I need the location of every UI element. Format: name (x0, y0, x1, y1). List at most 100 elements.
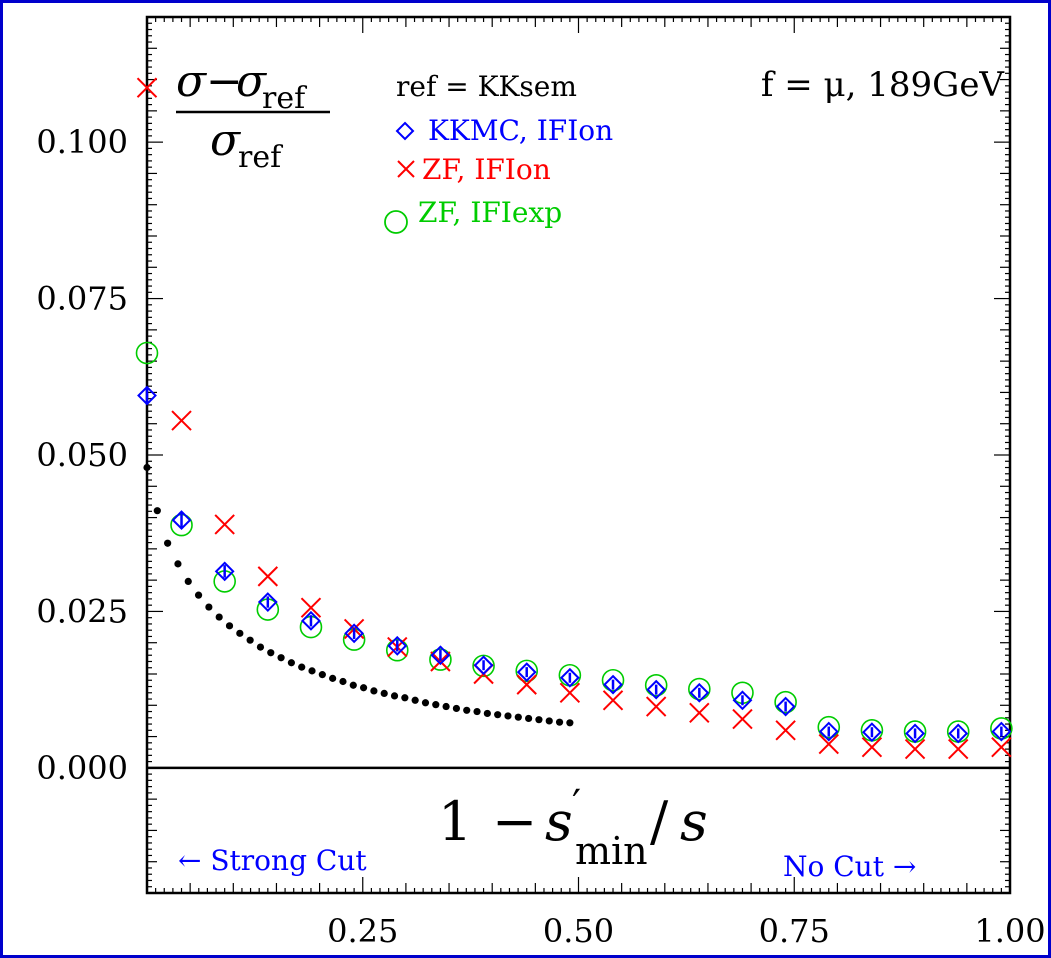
zf-ifion-point (948, 738, 969, 760)
legend-cross-icon (397, 160, 415, 178)
y-tick-label: 0.050 (36, 436, 128, 474)
x-tick-label: 0.50 (543, 912, 614, 950)
kkmc-ifion-point (257, 592, 278, 612)
zf-ifion-point (818, 733, 839, 755)
curve-point (205, 603, 213, 611)
curve-point (432, 701, 440, 709)
curve-point (555, 718, 564, 726)
curve-point (525, 714, 533, 723)
curve-point (411, 696, 419, 704)
y-tick-label: 0.100 (36, 123, 128, 161)
curve-point (370, 687, 378, 695)
curve-point (215, 613, 223, 621)
xlabel-slash: / (650, 790, 669, 853)
zf-ifiexp-point (601, 668, 625, 692)
kkmc-ifion-point (214, 561, 235, 582)
ylabel-minus: − (206, 56, 243, 107)
curve-point (267, 649, 275, 657)
data-marks (135, 77, 1013, 760)
curve-point (256, 643, 265, 651)
curve-point (236, 629, 244, 637)
xlabel-s: s (545, 790, 573, 853)
zf-ifiexp-point (135, 341, 159, 365)
zf-ifion-point (430, 651, 451, 672)
curve-point (566, 719, 574, 727)
axes: 0.25 0.50 0.75 1.00 0.000 0.025 0.050 0.075 0.10… (36, 15, 1046, 950)
curve-point (153, 507, 161, 515)
legend-entry-kkmc: KKMC, IFIon (428, 114, 613, 147)
kkmc-ifion-point (171, 510, 192, 530)
y-tick-label: 0.075 (36, 280, 128, 318)
curve-point (174, 560, 182, 568)
kkmc-ifion-point (559, 667, 580, 688)
zf-ifiexp-point (688, 677, 711, 701)
curve-point (225, 622, 234, 630)
y-axis-label: σ − σ ref σ ref (176, 56, 330, 175)
kkmc-ifion-point (516, 662, 537, 683)
curve-point (246, 636, 254, 644)
curve-point (421, 699, 430, 707)
ylabel-denominator: σ (210, 115, 242, 166)
kkmc-ifion-point (689, 682, 710, 703)
legend-title: ref = KKsem (396, 70, 577, 103)
legend-entry-zf-exp: ZF, IFIexp (418, 196, 562, 229)
curve-point (545, 717, 553, 725)
curve-point (473, 707, 481, 716)
curve-point (287, 659, 295, 667)
zf-ifion-point (300, 597, 322, 618)
ylabel-sigma-ref: σ (236, 56, 268, 107)
zf-ifion-point (214, 514, 235, 535)
curve-point (143, 463, 151, 472)
legend-circle-icon (384, 210, 408, 234)
kkmc-ifion-point (862, 722, 882, 743)
x-tick-label: 1.00 (974, 912, 1045, 950)
kkmc-ifion-point (301, 610, 321, 631)
curve-point (390, 692, 399, 700)
zf-ifion-point (645, 696, 667, 717)
zf-ifion-point (559, 682, 581, 703)
legend-entry-zf-on: ZF, IFIon (422, 153, 551, 186)
ylabel-num-sub: ref (262, 81, 307, 116)
curve-point (277, 654, 285, 662)
curve-point (194, 591, 203, 599)
zf-ifion-point (775, 720, 796, 741)
x-axis-label: 1 − s ′ min / s (438, 782, 708, 873)
curve-point (329, 674, 337, 682)
xlabel-s2: s (680, 790, 708, 853)
kkmc-ifion-point (905, 723, 925, 744)
kkmc-ifion-point (344, 623, 365, 644)
ylabel-sigma: σ (176, 56, 208, 107)
kkmc-ifion-point (732, 690, 753, 711)
zf-ifion-point (991, 737, 1012, 758)
kkmc-ifion-point (137, 385, 157, 406)
curve-point (504, 712, 512, 720)
kkmc-ifion-point (646, 679, 667, 700)
curve-point (298, 663, 306, 671)
no-cut-label: No Cut → (783, 850, 916, 883)
zf-ifion-point (602, 690, 624, 711)
zf-ifion-point (904, 738, 926, 760)
curve-point (380, 689, 388, 697)
curve-point (308, 667, 316, 675)
zf-ifion-point (257, 566, 279, 587)
kkmc-ifion-point (818, 721, 839, 742)
zf-ifiexp-point (644, 673, 668, 697)
xlabel-prime: ′ (572, 782, 581, 828)
zf-ifion-point (861, 737, 883, 758)
xlabel-sub: min (575, 829, 648, 873)
xlabel-minus: − (492, 790, 537, 853)
x-tick-label: 0.75 (759, 912, 830, 950)
curve-point (494, 711, 502, 719)
kkmc-ifion-point (948, 723, 969, 744)
curve-point (318, 671, 326, 679)
x-tick-label: 0.25 (327, 912, 398, 950)
curve-point (514, 713, 522, 721)
xlabel-one: 1 (438, 790, 472, 853)
zf-ifiexp-point (385, 638, 409, 662)
curve-point (535, 716, 543, 724)
zf-ifion-point (171, 410, 192, 431)
zf-ifion-point (732, 708, 753, 730)
kkmc-ifion-point (991, 721, 1012, 742)
kkmc-ifion-point (430, 645, 451, 666)
